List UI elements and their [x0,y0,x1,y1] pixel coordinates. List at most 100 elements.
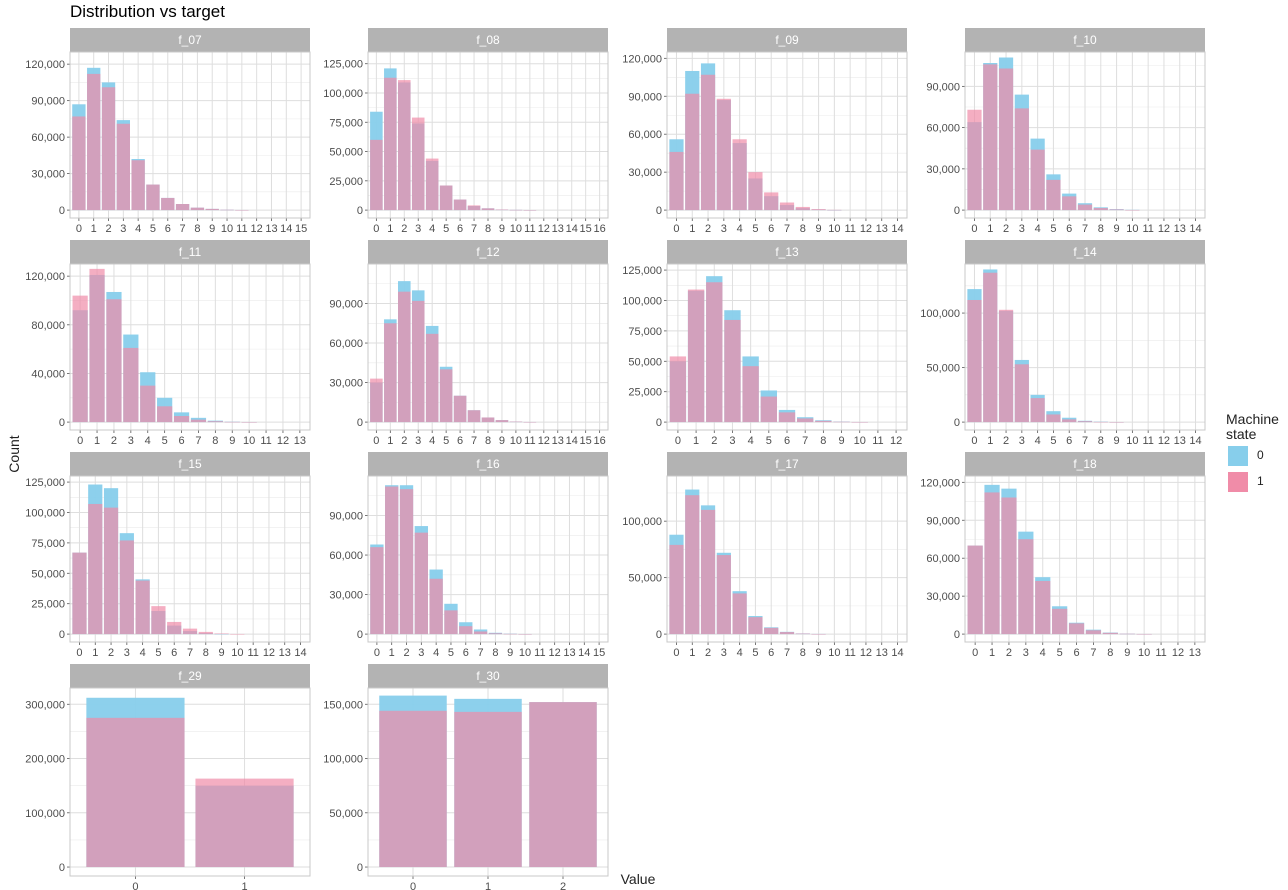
legend-key-0 [1228,446,1248,466]
y-tick-label: 60,000 [926,553,960,565]
x-tick-label: 2 [1003,435,1009,447]
bar-series-1 [748,172,763,211]
x-tick-label: 1 [94,435,100,447]
facet-strip [667,452,907,476]
bar-series-1 [1014,108,1029,211]
bar-series-1 [175,204,190,211]
x-tick-label: 5 [443,223,449,235]
x-tick-label: 2 [560,881,566,890]
x-tick-label: 14 [891,223,903,235]
bar-series-0 [214,633,229,635]
x-tick-label: 15 [580,435,592,447]
x-tick-label: 2 [401,223,407,235]
x-tick-label: 4 [135,223,141,235]
x-tick-label: 6 [1066,435,1072,447]
facet-strip-label: f_12 [476,245,500,259]
y-tick-label: 60,000 [926,123,960,135]
facet-strip-label: f_10 [1073,33,1097,47]
facet-strip [667,240,907,264]
x-tick-label: 0 [374,647,380,659]
bar-series-1 [398,80,411,211]
bar-series-1 [72,116,86,211]
y-tick-label: 30,000 [31,169,65,181]
bar-series-1 [131,160,145,211]
bar-series-1 [1014,364,1029,423]
bar-series-1 [146,184,160,211]
x-tick-label: 1 [387,223,393,235]
bar-series-1 [157,406,173,423]
y-tick-label: 0 [656,629,662,641]
bar-series-1 [459,626,473,635]
x-tick-label: 6 [178,435,184,447]
bar-series-1 [1077,204,1093,211]
x-tick-label: 8 [1107,647,1113,659]
x-tick-label: 6 [784,435,790,447]
facet-strip [965,240,1205,264]
x-tick-label: 4 [429,435,435,447]
bar-series-1 [190,419,207,423]
x-axis-label: Value [620,871,656,887]
y-tick-label: 90,000 [926,515,960,527]
x-tick-label: 3 [721,223,727,235]
bar-series-1 [1001,497,1017,635]
x-tick-label: 3 [1023,647,1029,659]
y-tick-label: 150,000 [323,699,363,711]
x-tick-label: 6 [457,435,463,447]
y-tick-label: 100,000 [622,295,662,307]
bar-series-1 [495,209,509,211]
bar-series-1 [778,412,796,423]
y-tick-label: 75,000 [31,538,65,550]
panel-border [666,263,908,431]
x-tick-label: 12 [263,647,275,659]
bar-series-1 [706,282,723,423]
bar-series-1 [235,209,249,211]
facet-strip-label: f_09 [775,33,799,47]
y-tick-label: 120,000 [25,271,65,283]
bar-series-1 [101,87,116,211]
y-tick-label: 125,000 [25,477,65,489]
x-tick-label: 12 [251,223,263,235]
y-tick-label: 100,000 [323,754,363,766]
y-tick-label: 120,000 [920,477,960,489]
x-tick-label: 14 [280,223,292,235]
x-tick-label: 3 [418,647,424,659]
facet-panel [965,476,1205,642]
panel-border [69,263,311,431]
x-tick-label: 11 [1155,647,1166,659]
facet-strip-label: f_14 [1073,245,1097,259]
facet-strip [368,452,608,476]
bar-series-1 [685,495,700,635]
y-tick-label: 50,000 [31,568,65,580]
x-tick-label: 12 [549,647,561,659]
legend-label-1: 1 [1257,474,1264,488]
bar-series-1 [716,555,731,635]
x-tick-label: 5 [766,435,772,447]
x-tick-label: 8 [800,223,806,235]
bar-series-1 [72,552,87,635]
y-tick-label: 40,000 [31,368,65,380]
bar-series-1 [379,710,447,868]
x-tick-label: 0 [77,435,83,447]
y-tick-label: 0 [357,629,363,641]
x-tick-label: 13 [294,435,306,447]
x-tick-label: 13 [876,223,888,235]
x-tick-label: 11 [534,647,545,659]
bar-series-1 [88,503,103,635]
bar-series-1 [453,199,467,211]
x-tick-label: 2 [108,647,114,659]
bar-series-1 [385,486,399,635]
x-tick-label: 5 [150,223,156,235]
panel-border [367,263,609,431]
bar-series-1 [123,347,139,423]
x-tick-label: 2 [401,435,407,447]
x-tick-label: 11 [524,223,535,235]
x-tick-label: 4 [145,435,151,447]
x-tick-label: 13 [1174,223,1186,235]
y-tick-label: 90,000 [926,81,960,93]
bar-series-1 [669,151,684,211]
facet-strip-label: f_13 [775,245,799,259]
x-tick-label: 6 [1066,223,1072,235]
